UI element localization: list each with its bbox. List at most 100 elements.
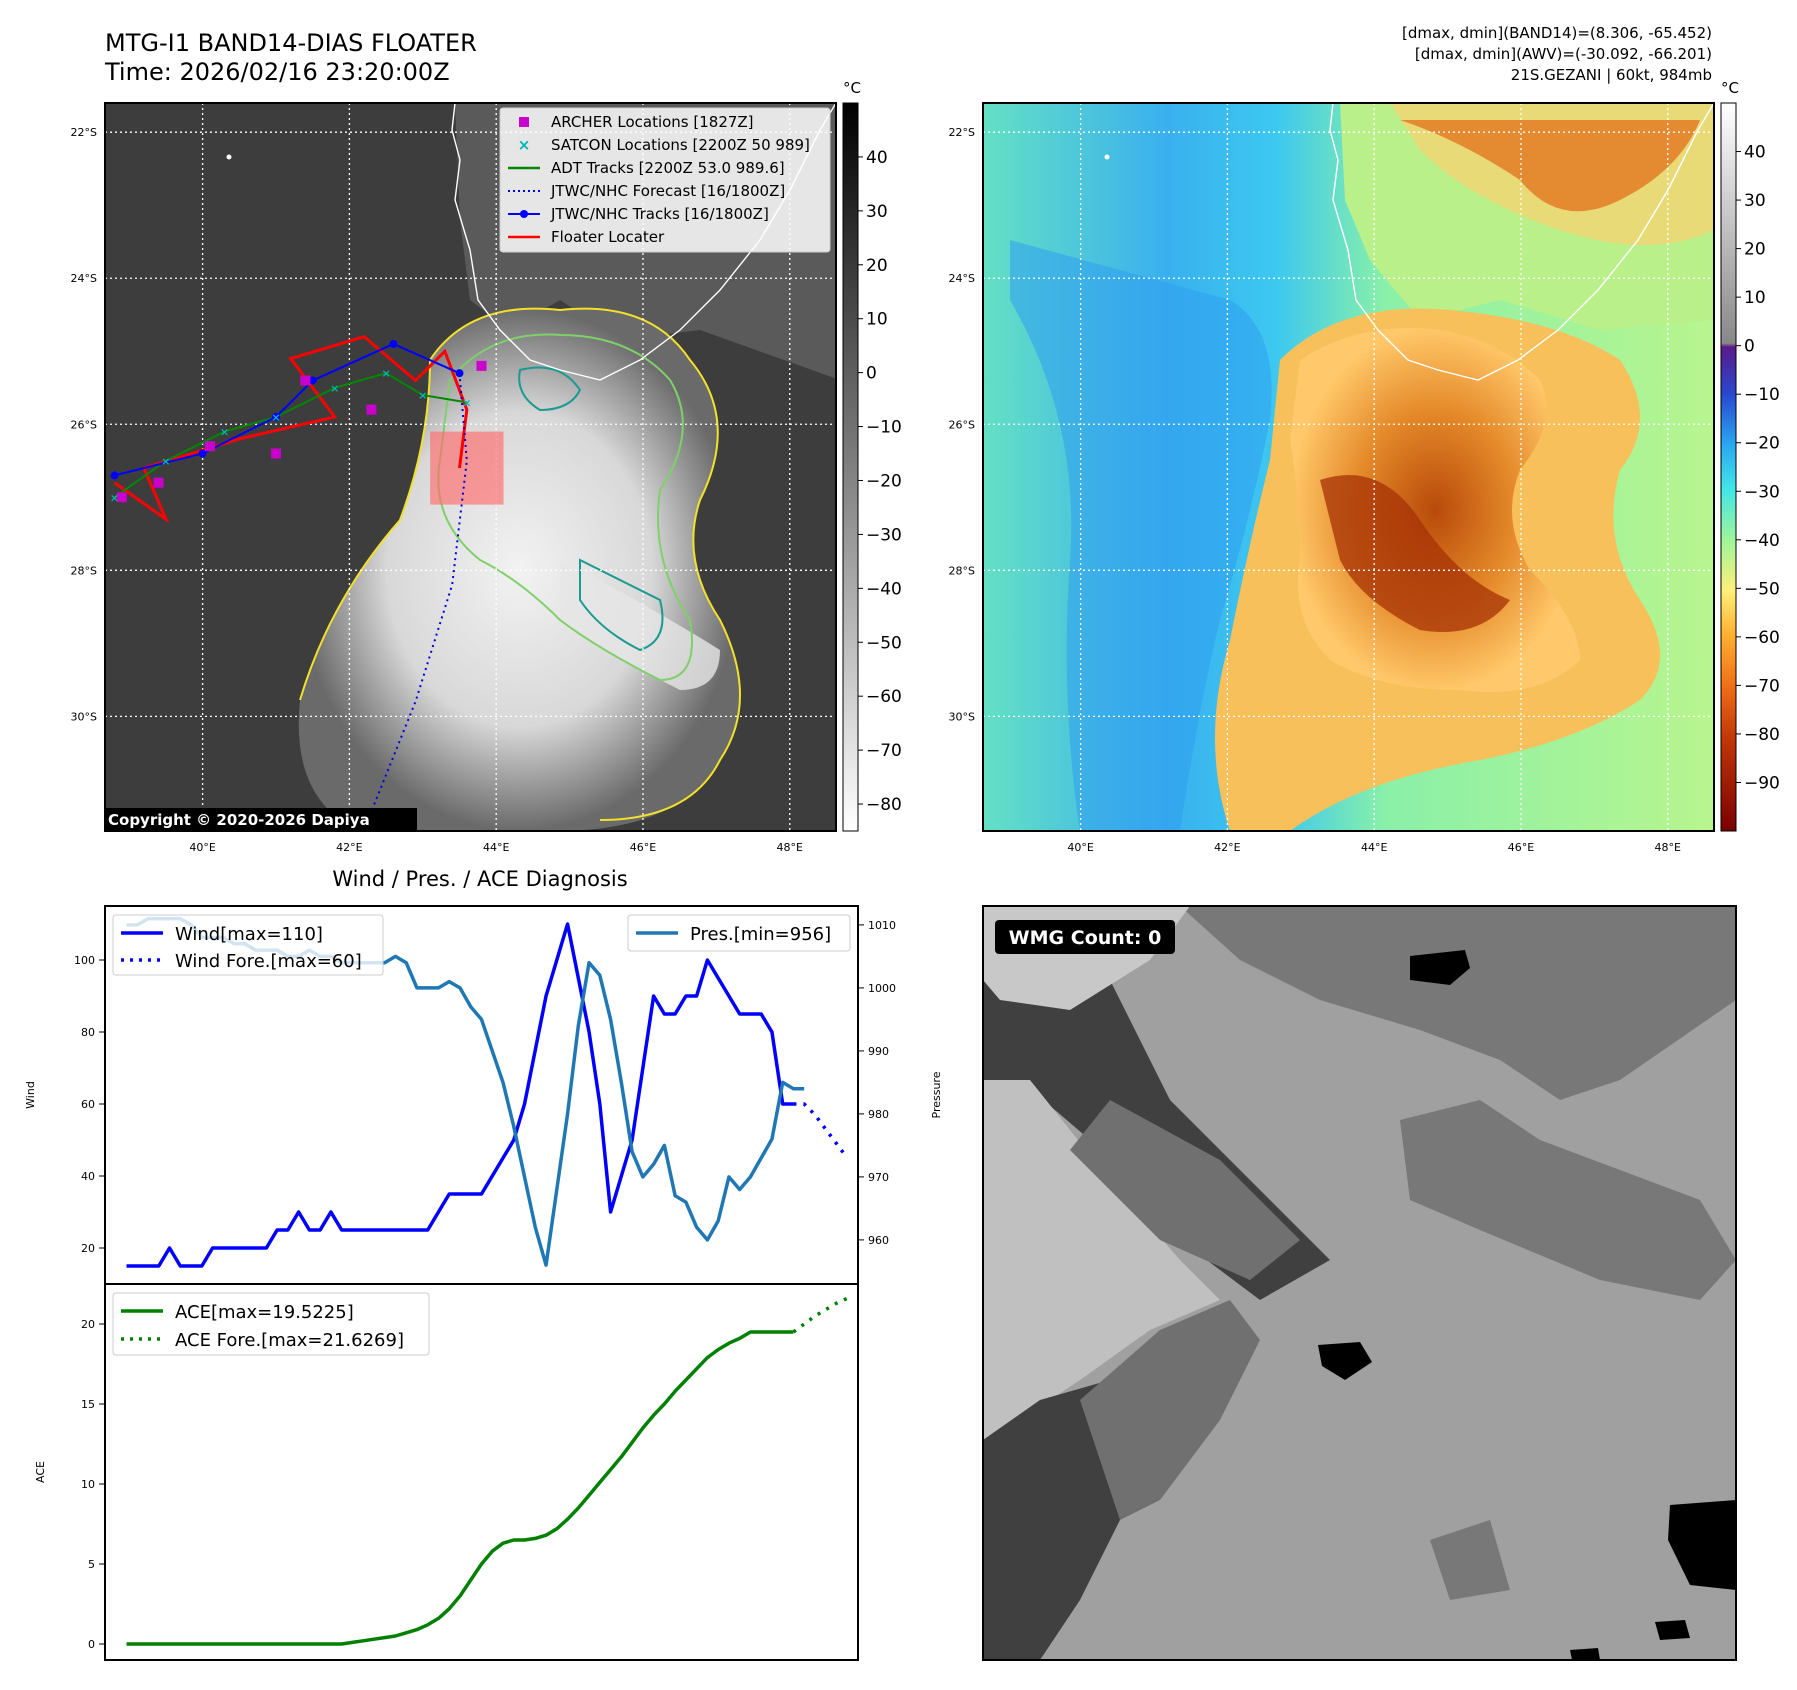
awv-lon-labels: 40°E 42°E 44°E 46°E 48°E [1067, 841, 1681, 854]
ir-lat-label: 28°S [71, 564, 97, 577]
jtwc-track-point [272, 412, 281, 421]
jtwc-track [114, 342, 460, 477]
awv-colorbar-bar [1720, 102, 1737, 832]
ir-cloud-mass [298, 308, 740, 831]
copyright-text: Copyright © 2020-2026 Dapiya [108, 811, 370, 829]
awv-colorbar-tick-label: −40 [1744, 531, 1780, 551]
wmg-mid-east [1400, 1100, 1736, 1300]
ir-lon-label: 48°E [777, 841, 803, 854]
ace-series [126, 1330, 794, 1646]
wmg-count-badge [995, 920, 1175, 954]
awv-lat-label: 22°S [949, 126, 975, 139]
archer-location [116, 492, 127, 503]
awv-colorbar-tick-label: −30 [1744, 482, 1780, 502]
map-legend: ARCHER Locations [1827Z] × SATCON Location… [499, 107, 831, 253]
ace-tick-label: 5 [88, 1558, 95, 1571]
satcon-location: × [381, 367, 390, 380]
ir-colorbar-tick-label: −80 [866, 795, 902, 815]
awv-map-panel: 22°S 24°S 26°S 28°S 30°S 40°E 42°E 44°E 46°E 48°… [949, 102, 1715, 854]
awv-lat-labels: 22°S 24°S 26°S 28°S 30°S [949, 126, 975, 723]
satcon-location: × [110, 491, 119, 504]
pressure-axis-label: Pressure [930, 1071, 943, 1118]
awv-lat-label: 28°S [949, 564, 975, 577]
ir-colorbar-tick-label: 30 [866, 202, 888, 222]
legend-label: ADT Tracks [2200Z 53.0 989.6] [551, 159, 785, 177]
awv-colorbar-tick-label: 40 [1744, 143, 1766, 163]
ir-lon-label: 44°E [483, 841, 509, 854]
wmg-mid-center [1070, 1100, 1300, 1280]
satcon-location: × [271, 411, 280, 424]
archer-location [204, 441, 215, 452]
satcon-location: × [161, 455, 170, 468]
jtwc-track-point [455, 369, 464, 378]
archer-location [366, 404, 377, 415]
ace-axis-label: ACE [34, 1461, 47, 1483]
awv-colorbar-tick-label: −50 [1744, 579, 1780, 599]
ir-colorbar-tick-label: −50 [866, 633, 902, 653]
satcon-location: × [418, 389, 427, 402]
ir-colorbar-tick-label: 0 [866, 364, 877, 384]
archer-location [271, 448, 282, 459]
ir-cloud-band [560, 560, 720, 690]
awv-colorbar-tick-label: −70 [1744, 676, 1780, 696]
pressure-tick-label: 1000 [868, 982, 896, 995]
ir-contour-yellow [299, 307, 741, 821]
diagnosis-title: Wind / Pres. / ACE Diagnosis [332, 867, 627, 891]
ace-chart: ACE 0 5 10 15 20 ACE[max=19.5225] ACE Fore.[… [34, 1283, 859, 1661]
ace-legend-box [112, 1292, 430, 1356]
ir-colorbar-tick-label: −20 [866, 471, 902, 491]
wmg-mid-sw [1080, 1300, 1260, 1520]
ir-colorbar-tick-label: 40 [866, 148, 888, 168]
ace-fore-legend-label: ACE Fore.[max=21.6269] [175, 1330, 404, 1351]
ir-colorbar-tick-label: 10 [866, 310, 888, 330]
ir-colorbar: °C 40 30 20 10 0 −10 −20 −30 −40 −50 −60 −70 −80 [842, 79, 902, 832]
wind-legend: Wind[max=110] Wind Fore.[max=60] [112, 914, 384, 976]
awv-lon-label: 42°E [1214, 841, 1240, 854]
ir-colorbar-tick-label: −40 [866, 579, 902, 599]
ir-colorbar-tick-label: −70 [866, 741, 902, 761]
awv-lat-label: 26°S [949, 418, 975, 431]
legend-label: JTWC/NHC Tracks [16/1800Z] [550, 205, 769, 223]
awv-colorbar-tick-label: −10 [1744, 385, 1780, 405]
ir-lon-label: 42°E [336, 841, 362, 854]
archer-location [300, 375, 311, 386]
legend-label: ARCHER Locations [1827Z] [551, 113, 754, 131]
awv-lon-label: 44°E [1361, 841, 1387, 854]
stats-awv: [dmax, dmin](AWV)=(-30.092, -66.201) [1415, 45, 1712, 63]
ir-lon-labels: 40°E 42°E 44°E 46°E 48°E [189, 841, 803, 854]
ace-tick-label: 10 [81, 1478, 95, 1491]
pressure-tick-label: 1010 [868, 919, 896, 932]
awv-colorbar-tick-label: −80 [1744, 725, 1780, 745]
wmg-black-center [1318, 1342, 1372, 1380]
wind-tick-label: 100 [74, 954, 95, 967]
ace-forecast-series [792, 1296, 848, 1334]
ir-lat-labels: 22°S 24°S 26°S 28°S 30°S [71, 126, 97, 723]
satcon-location: × [220, 426, 229, 439]
ir-contour-teal [518, 366, 664, 652]
jtwc-track-point [389, 339, 398, 348]
wind-series [126, 922, 794, 1268]
track-layer: × × × × × × × × [110, 334, 487, 812]
wind-tick-label: 60 [81, 1098, 95, 1111]
awv-colorbar: °C 40 30 20 10 0 −10 −20 −30 −40 −50 −60 −70 −80 −90 [1720, 79, 1780, 832]
awv-west-dry [1010, 240, 1272, 831]
figure-title: MTG-I1 BAND14-DIAS FLOATER [105, 29, 477, 57]
ace-legend-label: ACE[max=19.5225] [175, 1302, 354, 1323]
floater-box [430, 431, 504, 505]
wmg-panel: WMG Count: 0 [982, 905, 1737, 1661]
ir-colorbar-unit: °C [843, 79, 861, 97]
ace-legend: ACE[max=19.5225] ACE Fore.[max=21.6269] [112, 1292, 430, 1356]
awv-colorbar-tick-label: −20 [1744, 434, 1780, 454]
awv-lon-label: 46°E [1508, 841, 1534, 854]
ace-tick-label: 20 [81, 1318, 95, 1331]
wind-legend-box [112, 914, 384, 976]
awv-lat-label: 24°S [949, 272, 975, 285]
ir-colorbar-tick-label: −10 [866, 418, 902, 438]
awv-colorbar-tick-label: 0 [1744, 337, 1755, 357]
awv-colorbar-tick-label: −90 [1744, 773, 1780, 793]
copyright-badge [104, 808, 417, 831]
wmg-light-west [983, 1080, 1220, 1440]
wmg-black-east [1668, 1500, 1736, 1590]
wind-fore-legend-label: Wind Fore.[max=60] [175, 951, 362, 972]
